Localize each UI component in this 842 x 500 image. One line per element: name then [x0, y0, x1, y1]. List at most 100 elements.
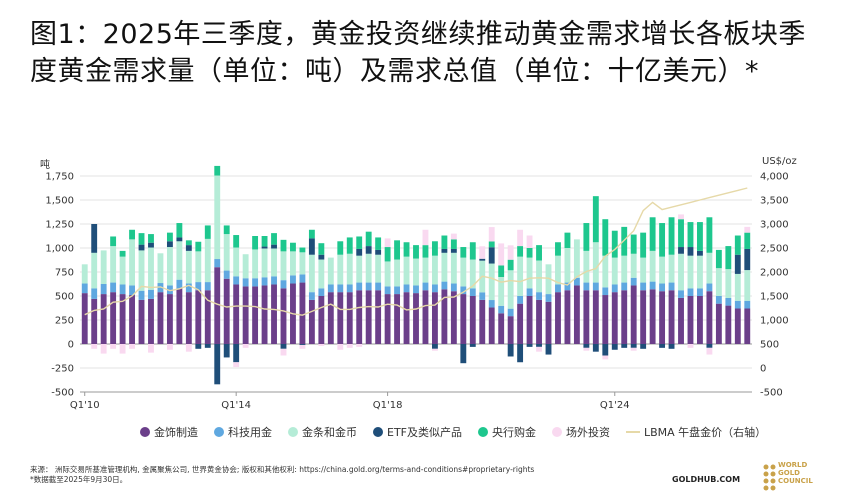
legend-item-jewellery: 金饰制造	[140, 424, 198, 440]
bar-segment	[649, 281, 656, 290]
bar-segment	[697, 222, 703, 251]
bar-segment	[337, 344, 344, 350]
bar-segment	[138, 290, 145, 300]
bar-segment	[214, 165, 221, 176]
bar-segment	[479, 292, 486, 300]
bar-segment	[640, 232, 647, 258]
bar-segment	[659, 344, 666, 348]
bar-segment	[81, 283, 88, 294]
bar-segment	[526, 257, 533, 289]
y-tick-left: 1,250	[45, 220, 74, 231]
bar-segment	[526, 288, 533, 296]
bar-segment	[536, 245, 542, 261]
bar-segment	[148, 247, 154, 290]
bar-segment	[280, 280, 287, 289]
bar-segment	[91, 224, 98, 253]
bar-segment	[498, 276, 505, 306]
bar-segment	[668, 290, 675, 344]
bar-segment	[431, 292, 438, 344]
bar-segment	[706, 283, 713, 292]
logo-line-3: COUNCIL	[778, 477, 813, 485]
bar-segment	[734, 254, 741, 274]
y-tick-right: 0	[760, 364, 766, 375]
bar-segment	[573, 285, 580, 344]
bar-segment	[318, 259, 325, 289]
bar-segment	[678, 219, 684, 248]
bar-segment	[119, 284, 126, 295]
bar-segment	[290, 251, 296, 276]
bar-segment	[592, 242, 599, 283]
bar-segment	[507, 316, 514, 344]
bar-segment	[687, 222, 694, 248]
bar-segment	[687, 288, 694, 296]
bar-segment	[545, 344, 552, 355]
bar-segment	[356, 344, 363, 347]
bar-segment	[744, 226, 751, 233]
bar-segment	[318, 344, 325, 346]
bar-segment	[280, 344, 287, 349]
bar-segment	[507, 344, 514, 357]
bar-segment	[592, 290, 599, 344]
bar-segment	[223, 270, 230, 279]
bar-segment	[214, 267, 221, 344]
bar-segment	[649, 217, 656, 251]
bar-segment	[507, 308, 514, 317]
bar-segment	[204, 282, 211, 291]
footer-notes: 来源： 洲际交易所基准管理机构, 金属聚焦公司, 世界黄金协会; 版权和其他权利…	[30, 465, 534, 485]
bar-segment	[621, 282, 628, 291]
bar-segment	[394, 240, 401, 260]
legend-label: 科技用金	[228, 426, 272, 439]
bar-segment	[706, 217, 713, 253]
y-tick-right: 3,500	[760, 196, 789, 207]
bar-segment	[583, 344, 590, 348]
bar-segment	[469, 288, 476, 296]
bar-segment	[214, 175, 221, 260]
bar-segment	[299, 252, 306, 275]
bar-segment	[697, 250, 703, 256]
legend-item-technology: 科技用金	[214, 424, 272, 440]
legend-item-lbma-price: LBMA 午盘金价（右轴）	[626, 424, 766, 440]
bar-segment	[176, 288, 183, 344]
bar-segment	[555, 255, 561, 285]
logo-text: WORLD GOLD COUNCIL	[778, 461, 813, 485]
bar-segment	[450, 233, 457, 240]
bar-segment	[621, 226, 628, 256]
bar-segment	[640, 257, 647, 283]
bar-segment	[498, 243, 505, 266]
bar-segment	[403, 256, 410, 285]
bar-segment	[715, 296, 722, 304]
legend-swatch	[478, 427, 488, 437]
y-tick-left: 1,750	[45, 172, 74, 183]
goldhub-link[interactable]: GOLDHUB.COM	[672, 475, 741, 484]
bar-segment	[431, 344, 438, 349]
bar-segment	[611, 284, 618, 293]
y-tick-right: 4,000	[760, 172, 789, 183]
bar-segment	[261, 246, 268, 249]
bar-segment	[630, 253, 637, 278]
bar-segment	[573, 239, 580, 278]
bar-segment	[450, 239, 457, 249]
bar-segment	[422, 245, 429, 258]
bar-segment	[308, 299, 315, 344]
bar-segment	[337, 292, 344, 344]
bar-segment	[621, 344, 628, 348]
bar-segment	[602, 287, 609, 296]
bar-segment	[204, 225, 211, 239]
bar-segment	[214, 259, 221, 268]
bar-segment	[715, 268, 722, 296]
bar-segment	[223, 225, 230, 235]
legend-item-otc: 场外投资	[552, 424, 610, 440]
bar-segment	[431, 284, 438, 293]
bar-segment	[375, 237, 382, 250]
bar-segment	[592, 344, 599, 352]
bar-segment	[630, 347, 637, 351]
bar-segment	[375, 290, 382, 344]
legend-swatch	[626, 431, 640, 433]
bar-segment	[517, 296, 524, 304]
bar-segment	[375, 282, 382, 291]
bar-segment	[148, 242, 154, 248]
bar-segment	[469, 296, 476, 344]
bar-segment	[697, 296, 703, 344]
bar-segment	[185, 240, 192, 246]
bar-segment	[469, 259, 476, 289]
